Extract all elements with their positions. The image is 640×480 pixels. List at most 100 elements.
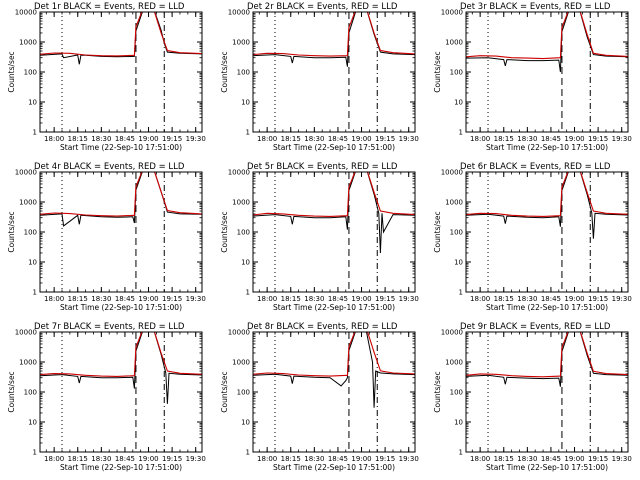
chart-title: Det 7r BLACK = Events, RED = LLD: [34, 322, 185, 332]
x-tick-label: 19:30: [399, 455, 419, 463]
x-tick-label: 19:30: [612, 455, 632, 463]
y-axis-label: Counts/sec: [433, 211, 442, 252]
chart-title: Det 8r BLACK = Events, RED = LLD: [247, 322, 398, 332]
y-tick-label: 100: [450, 389, 463, 397]
x-tick-label: 19:00: [138, 295, 158, 303]
x-tick-label: 18:15: [494, 455, 514, 463]
y-tick-label: 10000: [228, 9, 250, 17]
chart-panel-1: Det 1r BLACK = Events, RED = LLD 1 10 100 10…: [7, 2, 206, 152]
x-tick-label: 18:00: [257, 455, 277, 463]
y-tick-label: 1000: [19, 39, 37, 47]
series-lld-line: [466, 332, 628, 378]
y-tick-label: 1000: [232, 199, 250, 207]
y-tick-label: 1000: [445, 359, 463, 367]
series-lld-line: [40, 332, 202, 377]
x-tick-label: 19:30: [186, 295, 206, 303]
series-events-line: [466, 332, 628, 387]
series-lld-line: [466, 172, 628, 217]
x-tick-label: 18:15: [68, 295, 88, 303]
plot-frame: [252, 171, 416, 293]
x-tick-label: 19:30: [186, 135, 206, 143]
y-tick-label: 10: [241, 419, 250, 427]
x-tick-label: 18:15: [494, 295, 514, 303]
plot-frame: [465, 331, 629, 453]
x-tick-label: 18:30: [304, 295, 324, 303]
series-events-line: [253, 332, 415, 408]
y-axis-label: Counts/sec: [220, 51, 229, 92]
x-tick-label: 19:00: [351, 135, 371, 143]
x-tick-label: 18:30: [304, 455, 324, 463]
y-tick-label: 1: [33, 129, 37, 137]
y-axis-label: Counts/sec: [433, 51, 442, 92]
x-tick-label: 18:30: [517, 135, 537, 143]
chart-title: Det 4r BLACK = Events, RED = LLD: [34, 162, 185, 172]
y-tick-label: 10: [454, 259, 463, 267]
chart-panel-7: Det 7r BLACK = Events, RED = LLD 1 10 100 10…: [7, 322, 206, 472]
x-tick-label: 18:45: [115, 295, 135, 303]
y-tick-label: 10000: [15, 329, 37, 337]
y-tick-label: 1: [33, 449, 37, 457]
x-tick-label: 18:15: [68, 455, 88, 463]
x-axis-label: Start Time (22-Sep-10 17:51:00): [486, 303, 608, 312]
x-tick-label: 18:00: [470, 295, 490, 303]
y-tick-label: 1: [459, 289, 463, 297]
y-tick-label: 10000: [441, 169, 463, 177]
y-axis-label: Counts/sec: [7, 371, 16, 412]
chart-panel-4: Det 4r BLACK = Events, RED = LLD 1 10 100 10…: [7, 162, 206, 312]
y-tick-label: 1000: [445, 39, 463, 47]
x-tick-label: 18:00: [257, 135, 277, 143]
plot-frame: [465, 11, 629, 133]
x-tick-label: 19:00: [138, 455, 158, 463]
y-tick-label: 1000: [232, 39, 250, 47]
x-tick-label: 19:15: [588, 135, 608, 143]
y-tick-label: 1: [246, 449, 250, 457]
y-tick-label: 100: [237, 69, 250, 77]
x-tick-label: 18:00: [470, 455, 490, 463]
x-tick-label: 18:30: [91, 135, 111, 143]
y-tick-label: 100: [24, 229, 37, 237]
x-tick-label: 18:45: [541, 455, 561, 463]
chart-panel-3: Det 3r BLACK = Events, RED = LLD 1 10 100 10…: [433, 2, 632, 152]
plot-frame: [39, 11, 203, 133]
x-tick-label: 19:00: [351, 455, 371, 463]
y-axis-label: Counts/sec: [7, 211, 16, 252]
y-tick-label: 10000: [15, 9, 37, 17]
chart-title: Det 1r BLACK = Events, RED = LLD: [34, 2, 185, 12]
chart-title: Det 3r BLACK = Events, RED = LLD: [460, 2, 611, 12]
x-tick-label: 18:00: [470, 135, 490, 143]
x-tick-label: 18:45: [328, 295, 348, 303]
x-tick-label: 19:15: [375, 455, 395, 463]
x-tick-label: 18:45: [541, 135, 561, 143]
x-tick-label: 19:30: [186, 455, 206, 463]
y-tick-label: 1: [246, 289, 250, 297]
plot-frame: [252, 11, 416, 133]
x-tick-label: 19:15: [375, 135, 395, 143]
chart-panel-2: Det 2r BLACK = Events, RED = LLD 1 10 100 10…: [220, 2, 419, 152]
y-axis-label: Counts/sec: [7, 51, 16, 92]
series-lld-line: [466, 12, 628, 60]
series-events-line: [253, 12, 415, 67]
x-tick-label: 18:15: [68, 135, 88, 143]
y-tick-label: 100: [450, 69, 463, 77]
y-tick-label: 10: [28, 259, 37, 267]
x-axis-label: Start Time (22-Sep-10 17:51:00): [60, 303, 182, 312]
y-tick-label: 10000: [228, 169, 250, 177]
x-tick-label: 18:00: [44, 135, 64, 143]
y-tick-label: 1000: [19, 199, 37, 207]
y-tick-label: 10000: [15, 169, 37, 177]
y-tick-label: 10: [241, 99, 250, 107]
chart-panel-8: Det 8r BLACK = Events, RED = LLD 1 10 100 10…: [220, 322, 419, 472]
y-tick-label: 100: [237, 229, 250, 237]
y-axis-label: Counts/sec: [220, 211, 229, 252]
chart-panel-6: Det 6r BLACK = Events, RED = LLD 1 10 100 10…: [433, 162, 632, 312]
series-events-line: [466, 172, 628, 239]
x-tick-label: 18:30: [91, 455, 111, 463]
y-tick-label: 10000: [441, 9, 463, 17]
x-axis-label: Start Time (22-Sep-10 17:51:00): [60, 143, 182, 152]
x-tick-label: 19:30: [399, 135, 419, 143]
series-lld-line: [40, 172, 202, 217]
x-tick-label: 19:15: [162, 135, 182, 143]
series-events-line: [466, 12, 628, 73]
chart-title: Det 2r BLACK = Events, RED = LLD: [247, 2, 398, 12]
